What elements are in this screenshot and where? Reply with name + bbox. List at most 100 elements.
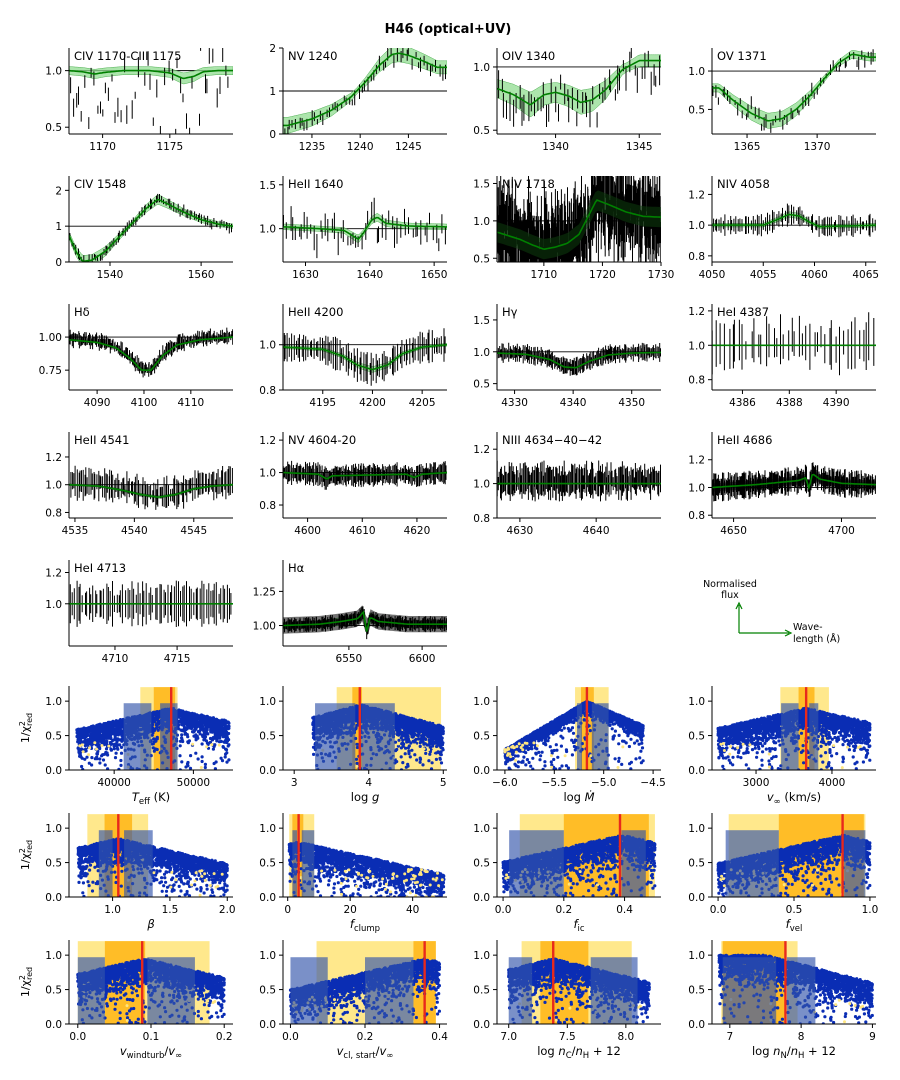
y-tick-label: 1 (269, 86, 276, 98)
y-tick-label: 0 (269, 129, 276, 141)
x-tick-label: 4650 (720, 525, 747, 537)
dense-sampling-region (365, 957, 414, 1024)
x-tick-label: 2.0 (219, 904, 236, 916)
line-panel-17: 4710 4715 1.0 1.2 HeI 4713 (45, 560, 233, 665)
y-axis-label: 1/χ2red (18, 840, 34, 870)
y-tick-label: 0.5 (45, 122, 62, 134)
dense-sampling-region (160, 703, 178, 770)
x-axis-label: log nN/nH + 12 (752, 1044, 836, 1061)
y-tick-label: 1.0 (45, 823, 62, 835)
y-tick-label: 0.8 (688, 510, 705, 522)
converged-points (299, 868, 444, 897)
x-tick-label: 0.2 (555, 904, 572, 916)
observed-data-errorbars (498, 48, 661, 128)
line-panel-9: 4090 4100 4110 0.75 1.00 Hδ (39, 304, 233, 409)
y-tick-label: 0.0 (259, 892, 276, 904)
line-panel-6: 1630 1640 1650 1.0 1.5 HeII 1640 (259, 176, 448, 281)
observed-data-errorbars (497, 342, 661, 376)
y-tick-label: 0.5 (259, 985, 276, 997)
model-line (69, 69, 233, 80)
y-tick-label: 0.5 (473, 379, 490, 391)
y-tick-label: 0.0 (473, 1019, 490, 1031)
y-tick-label: 1.2 (688, 189, 705, 201)
x-tick-label: 4000 (819, 777, 846, 789)
dense-sampling-region (591, 703, 609, 770)
x-tick-label: 1170 (89, 141, 116, 153)
model-line (712, 473, 876, 491)
dense-sampling-region (98, 830, 113, 897)
y-tick-label: 0.5 (45, 985, 62, 997)
y-tick-label: 1.5 (473, 315, 490, 327)
dense-sampling-region (509, 830, 564, 897)
x-tick-label: 1.5 (162, 904, 179, 916)
x-tick-label: 5 (440, 777, 447, 789)
plot-area (76, 814, 229, 897)
x-tick-label: 4110 (177, 397, 204, 409)
x-tick-label: 0.0 (282, 1031, 299, 1043)
y-tick-label: 0.0 (45, 892, 62, 904)
dense-data-overlay (497, 190, 661, 260)
line-panel-2: 1235 1240 1245 0 1 2 NV 1240 (269, 43, 447, 153)
x-tick-label: 4205 (409, 397, 436, 409)
fitness-panel-8: 0.0 0.5 1.0 0.0 0.5 1.0 fvel (688, 813, 878, 934)
x-axis-label: vwindturb/v∞ (120, 1044, 182, 1061)
dense-sampling-region (725, 830, 779, 897)
line-panel-14: 4600 4610 4620 0.8 1.0 1.2 NV 4604-20 (259, 432, 447, 537)
fitness-panel-2: 3 4 5 0.0 0.5 1.0 log g (259, 686, 447, 804)
line-panel-title: OV 1371 (717, 49, 767, 63)
model-line (283, 610, 447, 632)
plot-area (69, 193, 233, 262)
line-panel-title: Hγ (502, 305, 518, 319)
x-tick-label: 1340 (542, 141, 569, 153)
converged-points (78, 741, 221, 769)
converged-points (503, 741, 625, 769)
fitness-panel-11: 7.0 7.5 8.0 0.0 0.5 1.0 log nC/nH + 12 (473, 940, 661, 1061)
x-tick-label: 40 (406, 904, 419, 916)
model-uncertainty-band (712, 50, 876, 129)
y-tick-label: 0.5 (473, 985, 490, 997)
x-tick-label: 0.0 (495, 904, 512, 916)
plot-area (716, 814, 872, 897)
dense-sampling-region (315, 703, 356, 770)
x-axis-label: fvel (786, 917, 803, 934)
line-panel-11: 4330 4340 4350 0.5 1.0 1.5 Hγ (473, 304, 661, 409)
x-tick-label: 8.0 (618, 1031, 635, 1043)
line-panel-title: OIV 1340 (502, 49, 555, 63)
model-line (712, 213, 876, 228)
plot-area (717, 941, 874, 1024)
plot-area (283, 48, 447, 134)
line-panel-12: 4386 4388 4390 0.8 1.0 1.2 HeI 4387 (688, 304, 876, 409)
model-line (69, 198, 233, 262)
x-tick-label: 4090 (84, 397, 111, 409)
x-tick-label: 1640 (356, 269, 383, 281)
x-tick-label: 4060 (801, 269, 828, 281)
line-panel-8: 4050 4055 4060 4065 0.8 1.0 1.2 NIV 4058 (688, 176, 879, 281)
model-line (69, 336, 233, 371)
y-tick-label: 0.5 (473, 858, 490, 870)
line-panel-18: 6550 6600 1.00 1.25 Hα (253, 560, 447, 665)
x-axis-label: log nC/nH + 12 (537, 1044, 621, 1061)
x-tick-label: 6600 (409, 653, 436, 665)
fitness-panel-5: 1.0 1.5 2.0 0.0 0.5 1.0 β 1/χ2red (18, 813, 236, 931)
x-tick-label: 1650 (421, 269, 448, 281)
dense-sampling-region (290, 957, 328, 1024)
x-tick-label: 4620 (404, 525, 431, 537)
x-tick-label: 1175 (156, 141, 183, 153)
x-tick-label: 20 (343, 904, 356, 916)
dense-sampling-region (621, 830, 646, 897)
dense-sampling-region (77, 957, 105, 1024)
x-tick-label: 4640 (583, 525, 610, 537)
y-tick-label: 1.2 (45, 452, 62, 464)
y-tick-label: 0.5 (688, 858, 705, 870)
plot-area (69, 580, 233, 627)
line-panel-10: 4195 4200 4205 0.8 1.0 HeII 4200 (259, 304, 447, 409)
plot-area (75, 687, 231, 770)
x-tick-label: 1235 (299, 141, 326, 153)
y-tick-label: 1.0 (473, 823, 490, 835)
x-tick-label: 1365 (734, 141, 761, 153)
plot-area (288, 941, 442, 1024)
y-tick-label: 1.0 (259, 468, 276, 480)
x-tick-label: 50000 (177, 777, 210, 789)
fitness-panel-4: 3000 4000 0.0 0.5 1.0 v∞ (km/s) (688, 686, 876, 807)
y-tick-label: 0.8 (688, 251, 705, 263)
